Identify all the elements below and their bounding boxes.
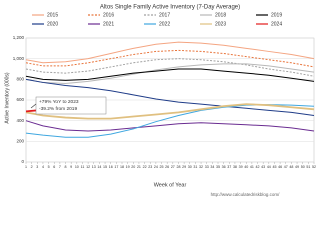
x-tick-label: 18 (120, 165, 124, 169)
x-tick-label: 16 (109, 165, 113, 169)
y-axis-label: Active Inventory (000s) (4, 72, 10, 123)
x-tick-label: 26 (165, 165, 169, 169)
series-line (25, 63, 315, 84)
annotation-box (35, 96, 107, 115)
legend-label: 2017 (159, 12, 170, 18)
legend-label: 2015 (47, 12, 58, 18)
legend-label: 2020 (47, 21, 58, 27)
x-tick-label: 14 (97, 165, 101, 169)
x-tick-label: 21 (137, 165, 141, 169)
x-tick-label: 5 (48, 165, 50, 169)
series-line (25, 103, 315, 120)
x-tick-label: 51 (306, 165, 310, 169)
x-tick-label: 28 (176, 165, 180, 169)
x-tick-label: 42 (256, 165, 260, 169)
chart: Altos Single Family Active Inventory (7-… (4, 5, 316, 198)
y-tick-label: 400 (16, 118, 24, 123)
series-line (25, 78, 315, 116)
x-tick-label: 24 (154, 165, 158, 169)
legend-label: 2018 (215, 12, 226, 18)
x-axis-label: Week of Year (154, 182, 187, 188)
x-tick-label: 13 (92, 165, 96, 169)
x-tick-label: 15 (103, 165, 107, 169)
x-tick-label: 7 (59, 165, 61, 169)
x-tick-label: 2 (31, 165, 33, 169)
x-tick-label: 17 (114, 165, 118, 169)
page: Altos Single Family Active Inventory (7-… (4, 4, 316, 198)
x-tick-label: 10 (75, 165, 79, 169)
x-tick-label: 37 (227, 165, 231, 169)
x-tick-label: 52 (312, 165, 316, 169)
legend-label: 2021 (103, 21, 114, 27)
x-tick-label: 25 (160, 165, 164, 169)
annotation-arrow (30, 103, 37, 109)
series-line (25, 41, 315, 64)
x-tick-label: 41 (250, 165, 254, 169)
x-tick-label: 6 (53, 165, 55, 169)
x-tick-label: 47 (284, 165, 288, 169)
y-tick-label: 0 (21, 159, 24, 164)
series-line (25, 68, 315, 82)
legend-label: 2024 (271, 21, 282, 27)
x-tick-label: 50 (301, 165, 305, 169)
x-tick-label: 40 (244, 165, 248, 169)
x-tick-label: 27 (171, 165, 175, 169)
x-tick-label: 30 (188, 165, 192, 169)
chart-title: Altos Single Family Active Inventory (7-… (100, 5, 240, 11)
x-tick-label: 29 (182, 165, 186, 169)
x-tick-label: 43 (261, 165, 265, 169)
x-tick-label: 46 (278, 165, 282, 169)
x-tick-label: 33 (205, 165, 209, 169)
x-tick-label: 9 (70, 165, 72, 169)
x-tick-label: 38 (233, 165, 237, 169)
y-tick-label: 1,000 (13, 56, 25, 61)
x-tick-label: 19 (126, 165, 130, 169)
legend-label: 2019 (271, 12, 282, 18)
x-tick-label: 36 (222, 165, 226, 169)
x-tick-label: 48 (289, 165, 293, 169)
annotation-text: -39.2% from 2019 (39, 106, 77, 112)
x-tick-label: 8 (65, 165, 67, 169)
x-tick-label: 20 (131, 165, 135, 169)
legend-label: 2023 (215, 21, 226, 27)
y-tick-label: 200 (16, 139, 24, 144)
x-tick-label: 49 (295, 165, 299, 169)
x-tick-label: 1 (25, 165, 27, 169)
source: http://www.calculatedriskblog.com/ (211, 192, 281, 197)
legend-label: 2022 (159, 21, 170, 27)
y-tick-label: 1,200 (13, 35, 25, 40)
x-tick-label: 4 (42, 165, 44, 169)
x-tick-label: 12 (86, 165, 90, 169)
x-tick-label: 23 (148, 165, 152, 169)
y-tick-label: 600 (16, 97, 24, 102)
y-tick-label: 800 (16, 77, 24, 82)
x-tick-label: 31 (193, 165, 197, 169)
annotation-text: +79% YoY to 2023 (39, 99, 79, 105)
x-tick-label: 22 (143, 165, 147, 169)
x-tick-label: 44 (267, 165, 271, 169)
series-line (25, 58, 315, 77)
legend-label: 2016 (103, 12, 114, 18)
x-tick-label: 39 (239, 165, 243, 169)
x-tick-label: 3 (36, 165, 38, 169)
x-tick-label: 35 (216, 165, 220, 169)
series-line (25, 49, 315, 68)
x-tick-label: 32 (199, 165, 203, 169)
x-tick-label: 45 (272, 165, 276, 169)
x-tick-label: 34 (210, 165, 214, 169)
x-tick-label: 11 (81, 165, 85, 169)
series-line (25, 120, 315, 132)
